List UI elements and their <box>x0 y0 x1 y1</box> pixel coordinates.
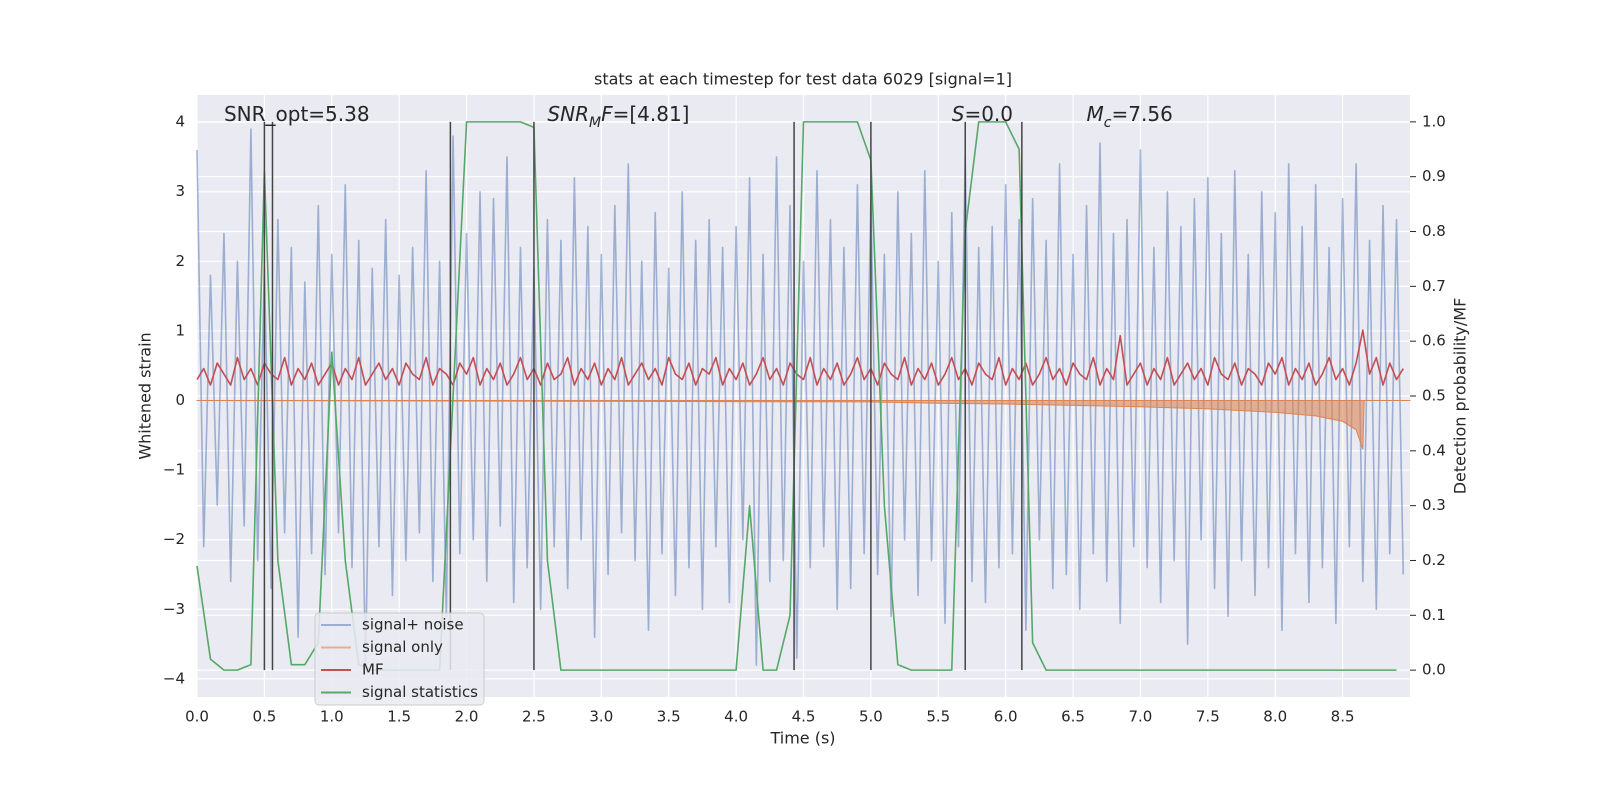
annotation: Mc=7.56 <box>1087 102 1173 131</box>
x-axis-label: Time (s) <box>769 729 835 748</box>
annotation-part: c <box>1104 115 1112 131</box>
x-tick-label: 2.0 <box>455 708 479 726</box>
y2-tick-label: 0.9 <box>1422 167 1446 185</box>
y-tick-label: 0 <box>175 391 185 409</box>
y2-tick-label: 0.4 <box>1422 441 1446 459</box>
line <box>196 128 1405 673</box>
x-tick-label: 4.0 <box>724 708 748 726</box>
annotation-part: =[4.81] <box>613 102 690 126</box>
y-tick-label: −1 <box>163 461 185 479</box>
x-tick-label: 0.0 <box>185 708 209 726</box>
y-axis-label: Whitened strain <box>136 332 155 459</box>
x-tick-label: 0.5 <box>252 708 276 726</box>
y2-tick-label: 0.2 <box>1422 551 1446 569</box>
annotation-part: F <box>601 102 613 126</box>
y2-axis-label: Detection probability/MF <box>1451 298 1470 495</box>
y2-tick-label: 1.0 <box>1422 112 1446 130</box>
annotation-part: M <box>1087 102 1104 126</box>
x-tick-label: 3.5 <box>657 708 681 726</box>
legend: signal+ noise signal only MF signal statist… <box>314 612 485 706</box>
legend-label: signal+ noise <box>362 616 464 634</box>
y2-tick-label: 0.3 <box>1422 496 1446 514</box>
annotation-part: SNR <box>547 102 589 126</box>
y2-tick-label: 0.7 <box>1422 277 1446 295</box>
y2-tick-label: 0.6 <box>1422 332 1446 350</box>
x-tick-label: 4.5 <box>792 708 816 726</box>
annotation-part: SNR_opt=5.38 <box>224 102 370 126</box>
legend-label: MF <box>362 661 384 679</box>
y-tick-label: 4 <box>175 113 185 131</box>
x-tick-label: 8.5 <box>1331 708 1355 726</box>
legend-label: signal statistics <box>362 683 478 701</box>
x-tick-label: 3.0 <box>589 708 613 726</box>
annotation: SNRMF=[4.81] <box>547 102 689 131</box>
y-tick-label: 1 <box>175 321 185 339</box>
annotation-part: =7.56 <box>1112 102 1173 126</box>
x-tick-label: 5.0 <box>859 708 883 726</box>
legend-label: signal only <box>362 638 443 656</box>
y2-tick-label: 0.5 <box>1422 387 1446 405</box>
y2-tick-label: 0.0 <box>1422 661 1446 679</box>
annotation: S=0.0 <box>952 102 1013 126</box>
legend-box <box>314 612 485 706</box>
annotation: SNR_opt=5.38 <box>224 102 370 126</box>
y2-tick-label: 0.1 <box>1422 606 1446 624</box>
x-tick-label: 2.5 <box>522 708 546 726</box>
annotation-part: S <box>952 102 965 126</box>
chart-title: stats at each timestep for test data 602… <box>594 70 1012 89</box>
annotation-part: M <box>589 115 601 131</box>
line <box>196 329 1404 386</box>
x-tick-label: 6.5 <box>1061 708 1085 726</box>
y-tick-label: −2 <box>163 530 185 548</box>
y-tick-label: −4 <box>163 669 185 687</box>
x-tick-label: 8.0 <box>1263 708 1287 726</box>
annotation-part: =0.0 <box>964 102 1013 126</box>
x-tick-label: 7.0 <box>1129 708 1153 726</box>
x-tick-label: 7.5 <box>1196 708 1220 726</box>
y-tick-label: 2 <box>175 252 185 270</box>
y-tick-label: −3 <box>163 600 185 618</box>
x-tick-label: 1.0 <box>320 708 344 726</box>
area <box>196 400 1411 450</box>
x-tick-label: 1.5 <box>387 708 411 726</box>
axes: 0.0 0.5 1.0 1.5 2.0 2.5 3.0 3.5 4.0 4.5 5.0 5.5 6.0 6… <box>163 102 1446 726</box>
x-tick-label: 6.0 <box>994 708 1018 726</box>
x-tick-label: 5.5 <box>926 708 950 726</box>
y-tick-label: 3 <box>175 182 185 200</box>
y2-tick-label: 0.8 <box>1422 222 1446 240</box>
